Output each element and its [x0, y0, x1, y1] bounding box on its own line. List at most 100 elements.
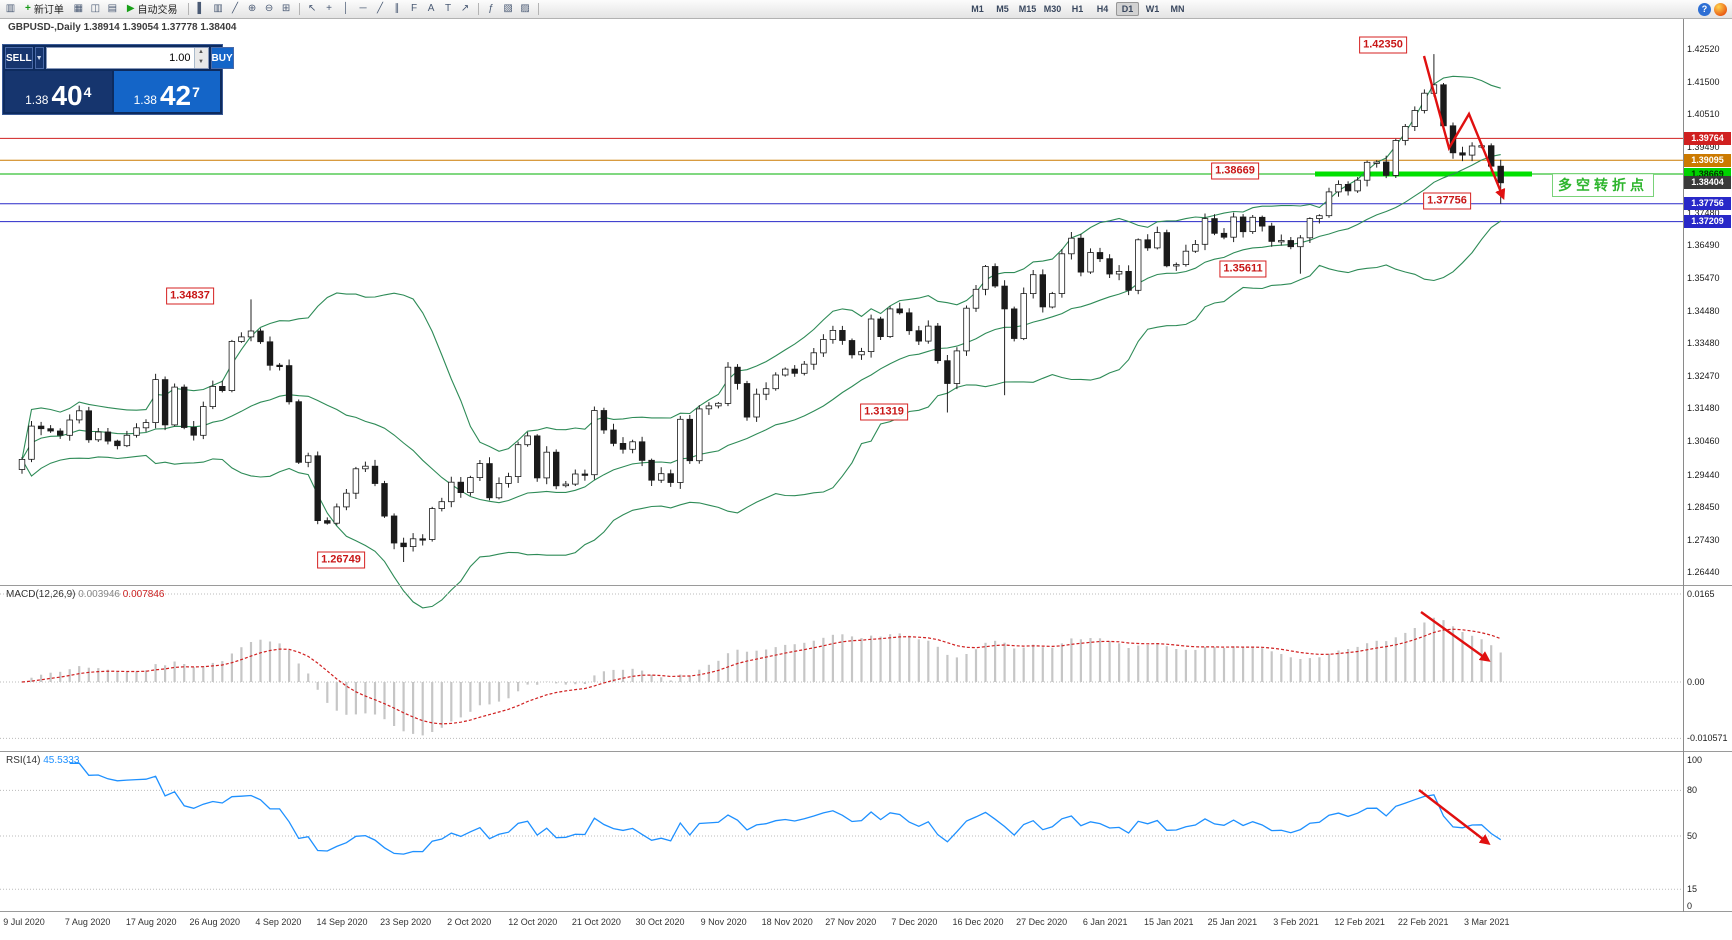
volume-input[interactable]	[46, 48, 194, 68]
rsi-axis-label: 15	[1687, 884, 1698, 894]
date-label: 7 Aug 2020	[64, 917, 111, 927]
rsi-value: 45.5333	[43, 755, 80, 766]
profiles-icon[interactable]: ▦	[73, 3, 84, 14]
timeframe-m5-button[interactable]: M5	[996, 4, 1009, 14]
stepper-down-icon[interactable]: ▼	[198, 59, 204, 65]
price-axis-label: 1.30460	[1687, 436, 1720, 446]
rsi-line	[69, 762, 1502, 855]
fibonacci-icon[interactable]: F	[410, 3, 418, 14]
price-axis-label: 1.29440	[1687, 470, 1720, 480]
autotrading-button-label: 自动交易	[137, 5, 178, 16]
indicators-icon[interactable]: ƒ	[488, 3, 494, 14]
buy-price-pip: 7	[192, 84, 200, 100]
timeframe-h4-button[interactable]: H4	[1096, 4, 1109, 14]
date-label: 4 Sep 2020	[255, 917, 302, 927]
vertical-line-icon[interactable]: │	[342, 3, 350, 14]
timeframe-m15-button[interactable]: M15	[1018, 4, 1037, 14]
volume-stepper[interactable]: ▲ ▼	[193, 48, 208, 68]
time-axis[interactable]: 9 Jul 2020 7 Aug 2020 17 Aug 2020 26 Aug 20…	[0, 912, 1732, 940]
buy-price-display[interactable]: 1.38 42 7	[113, 71, 220, 112]
sell-price-display[interactable]: 1.38 40 4	[5, 71, 112, 112]
macd-header: MACD(12,26,9) 0.003946 0.007846	[6, 589, 164, 600]
date-label: 6 Jan 2021	[1082, 917, 1128, 927]
date-label: 3 Mar 2021	[1464, 917, 1510, 927]
help-icon[interactable]: ?	[1698, 2, 1711, 16]
bar-chart-icon[interactable]: ▌	[197, 3, 205, 14]
new-order-button[interactable]: + 新订单	[20, 1, 69, 16]
rsi-panel-separator[interactable]	[0, 751, 1732, 752]
time-axis-separator	[0, 911, 1732, 912]
timeframe-d1-button[interactable]: D1	[1116, 2, 1139, 16]
text-label-icon[interactable]: T	[444, 3, 452, 14]
macd-axis-label: -0.010571	[1687, 733, 1728, 743]
date-label: 27 Nov 2020	[825, 917, 877, 927]
new-chart-icon[interactable]: ▥	[5, 3, 16, 14]
price-axis-label: 1.41500	[1687, 77, 1720, 87]
zoom-out-icon[interactable]: ⊖	[264, 3, 274, 14]
tile-windows-icon[interactable]: ◫	[90, 3, 101, 14]
arrow-tool-icon[interactable]: ↗	[460, 3, 470, 14]
price-callout-1.31319: 1.31319	[860, 403, 908, 421]
timeframe-w1-button[interactable]: W1	[1145, 4, 1160, 14]
macd-panel-separator[interactable]	[0, 585, 1732, 586]
price-axis-tag-1.37209: 1.37209	[1684, 215, 1731, 228]
date-label: 27 Dec 2020	[1016, 917, 1068, 927]
date-label: 15 Jan 2021	[1144, 917, 1194, 927]
price-axis-label: 1.33480	[1687, 338, 1720, 348]
rsi-axis-label: 100	[1687, 755, 1703, 765]
price-axis-label: 1.27430	[1687, 535, 1720, 545]
candlestick-chart-icon[interactable]: ▥	[213, 3, 223, 14]
price-axis-label: 1.40510	[1687, 109, 1720, 119]
macd-signal-value: 0.007846	[122, 589, 165, 600]
new-order-button-icon: +	[25, 3, 31, 14]
buy-button[interactable]: BUY	[210, 47, 234, 69]
rsi-axis-label: 0	[1687, 901, 1693, 911]
price-callout-1.34837: 1.34837	[166, 287, 214, 305]
sell-button[interactable]: SELL	[5, 47, 33, 69]
macd-histogram	[30, 617, 1502, 736]
timeframe-group: M1 M5 M15 M30 H1 H4 D1 W1 MN	[965, 1, 1190, 17]
date-label: 25 Jan 2021	[1207, 917, 1258, 927]
price-axis-label: 1.31480	[1687, 403, 1720, 413]
stepper-up-icon[interactable]: ▲	[198, 49, 204, 55]
trendline-icon[interactable]: ╱	[377, 3, 384, 14]
channel-icon[interactable]: ∥	[394, 3, 400, 14]
date-label: 12 Feb 2021	[1334, 917, 1385, 927]
autotrading-button-icon: ▶	[126, 3, 135, 14]
date-label: 21 Oct 2020	[571, 917, 621, 927]
grid-icon[interactable]: ⊞	[281, 3, 291, 14]
timeframe-h1-button[interactable]: H1	[1071, 4, 1084, 14]
price-axis-label: 1.39490	[1687, 142, 1720, 152]
periods-icon[interactable]: ▧	[503, 3, 513, 14]
price-axis-tag-1.38404: 1.38404	[1684, 176, 1731, 189]
macd-main-value: 0.003946	[78, 589, 120, 600]
zoom-in-icon[interactable]: ⊕	[247, 3, 257, 14]
symbol-header: GBPUSD-,Daily 1.38914 1.39054 1.37778 1.…	[8, 22, 237, 33]
price-callout-1.35611: 1.35611	[1219, 260, 1267, 278]
date-label: 16 Dec 2020	[952, 917, 1004, 927]
timeframe-mn-button[interactable]: MN	[1170, 4, 1185, 14]
price-callout-1.37756: 1.37756	[1423, 192, 1471, 210]
horizontal-line-icon[interactable]: ─	[359, 3, 367, 14]
macd-params-label: MACD(12,26,9)	[6, 589, 76, 600]
timeframe-m30-button[interactable]: M30	[1043, 4, 1062, 14]
market-watch-icon[interactable]: ▤	[107, 3, 118, 14]
toolbar-right-group: ?	[1698, 2, 1727, 16]
text-icon[interactable]: A	[427, 3, 435, 14]
template-icon[interactable]: ▨	[520, 3, 530, 14]
date-label: 7 Dec 2020	[891, 917, 938, 927]
crosshair-icon[interactable]: +	[326, 3, 332, 14]
timeframe-m1-button[interactable]: M1	[971, 4, 984, 14]
date-label: 14 Sep 2020	[316, 917, 368, 927]
autotrading-button[interactable]: ▶ 自动交易	[122, 1, 183, 16]
cursor-icon[interactable]: ↖	[307, 3, 317, 14]
line-chart-icon[interactable]: ╱	[232, 3, 239, 14]
date-label: 30 Oct 2020	[635, 917, 685, 927]
price-axis-tag-1.39764: 1.39764	[1684, 132, 1731, 145]
order-type-dropdown[interactable]: ▼	[34, 47, 44, 69]
price-drop-arrow	[1422, 55, 1506, 200]
buy-price-prefix: 1.38	[133, 93, 157, 107]
toolbar-separator	[298, 2, 300, 15]
